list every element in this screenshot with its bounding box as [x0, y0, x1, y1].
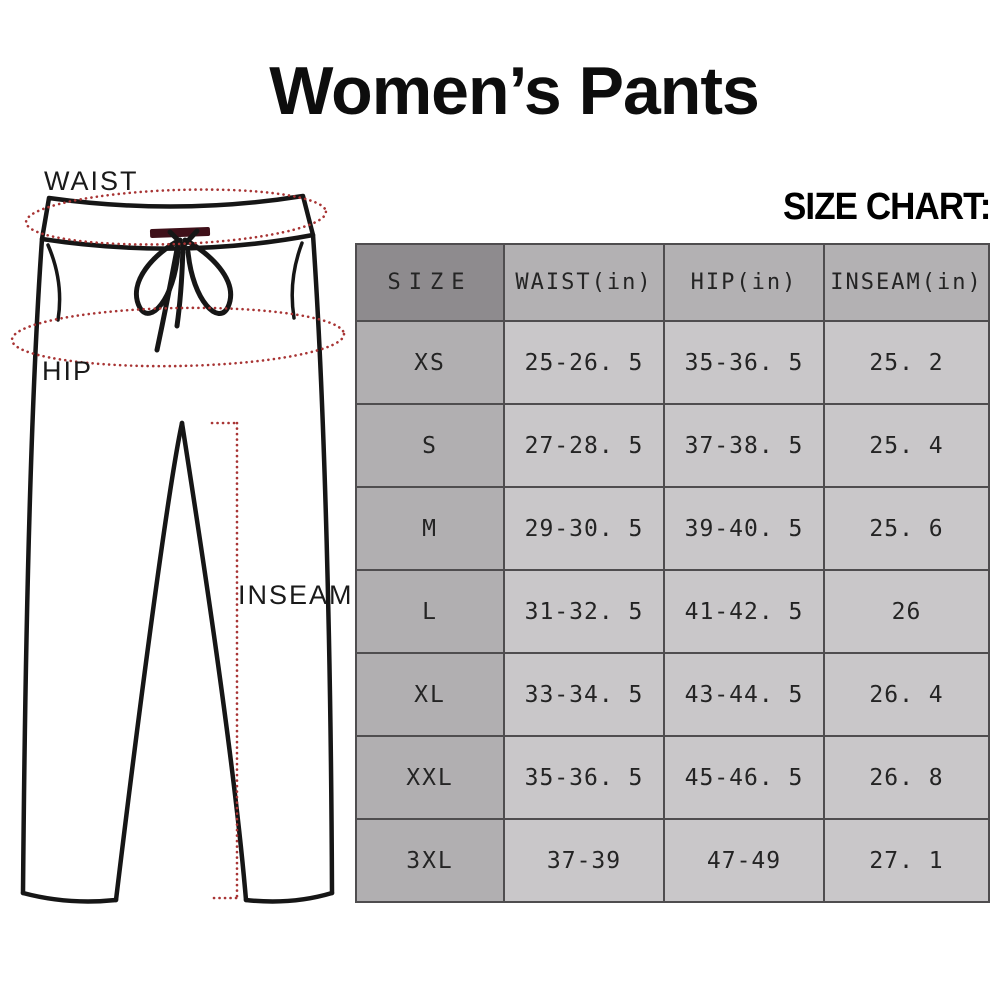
hip-measure-ellipse [10, 306, 346, 368]
pants-diagram: WAIST HIP INSEAM [10, 166, 354, 904]
table-row: M 29-30. 5 39-40. 5 25. 6 [355, 486, 990, 571]
inseam-cell: 25. 6 [823, 486, 990, 571]
hip-cell: 41-42. 5 [663, 569, 825, 654]
size-cell: XL [355, 652, 505, 737]
hip-cell: 43-44. 5 [663, 652, 825, 737]
inseam-cell: 26 [823, 569, 990, 654]
hip-label: HIP [42, 356, 93, 386]
header-inseam: INSEAM(in) [823, 243, 990, 322]
inseam-label: INSEAM [238, 580, 354, 610]
waist-cell: 33-34. 5 [503, 652, 665, 737]
waist-cell: 25-26. 5 [503, 320, 665, 405]
pants-outline [20, 193, 335, 904]
drawstring-bow [133, 228, 233, 353]
inseam-cell: 26. 8 [823, 735, 990, 820]
size-chart-heading: SIZE CHART: [782, 186, 991, 228]
table-header-row: SIZE WAIST(in) HIP(in) INSEAM(in) [355, 243, 990, 322]
table-row: XXL 35-36. 5 45-46. 5 26. 8 [355, 735, 990, 820]
size-cell: L [355, 569, 505, 654]
waist-cell: 35-36. 5 [503, 735, 665, 820]
table-row: XL 33-34. 5 43-44. 5 26. 4 [355, 652, 990, 737]
hip-cell: 45-46. 5 [663, 735, 825, 820]
waist-measure-ellipse [24, 188, 328, 246]
header-hip: HIP(in) [663, 243, 825, 322]
waist-cell: 37-39 [503, 818, 665, 903]
size-cell: XS [355, 320, 505, 405]
size-cell: S [355, 403, 505, 488]
inseam-cell: 26. 4 [823, 652, 990, 737]
size-cell: 3XL [355, 818, 505, 903]
waist-label: WAIST [44, 166, 139, 196]
waist-cell: 31-32. 5 [503, 569, 665, 654]
page-title: Women’s Pants [269, 53, 760, 129]
inseam-cell: 27. 1 [823, 818, 990, 903]
header-size: SIZE [355, 243, 505, 322]
inseam-cell: 25. 4 [823, 403, 990, 488]
table-row: XS 25-26. 5 35-36. 5 25. 2 [355, 320, 990, 405]
hip-cell: 39-40. 5 [663, 486, 825, 571]
drawstring-grommet [149, 227, 211, 238]
hip-cell: 37-38. 5 [663, 403, 825, 488]
table-row: 3XL 37-39 47-49 27. 1 [355, 818, 990, 903]
waist-cell: 27-28. 5 [503, 403, 665, 488]
hip-cell: 35-36. 5 [663, 320, 825, 405]
pocket-lines [46, 241, 304, 322]
header-waist: WAIST(in) [503, 243, 665, 322]
size-cell: M [355, 486, 505, 571]
size-cell: XXL [355, 735, 505, 820]
table-row: L 31-32. 5 41-42. 5 26 [355, 569, 990, 654]
waist-cell: 29-30. 5 [503, 486, 665, 571]
inseam-cell: 25. 2 [823, 320, 990, 405]
size-table: SIZE WAIST(in) HIP(in) INSEAM(in) XS 25-… [355, 243, 990, 903]
table-row: S 27-28. 5 37-38. 5 25. 4 [355, 403, 990, 488]
hip-cell: 47-49 [663, 818, 825, 903]
